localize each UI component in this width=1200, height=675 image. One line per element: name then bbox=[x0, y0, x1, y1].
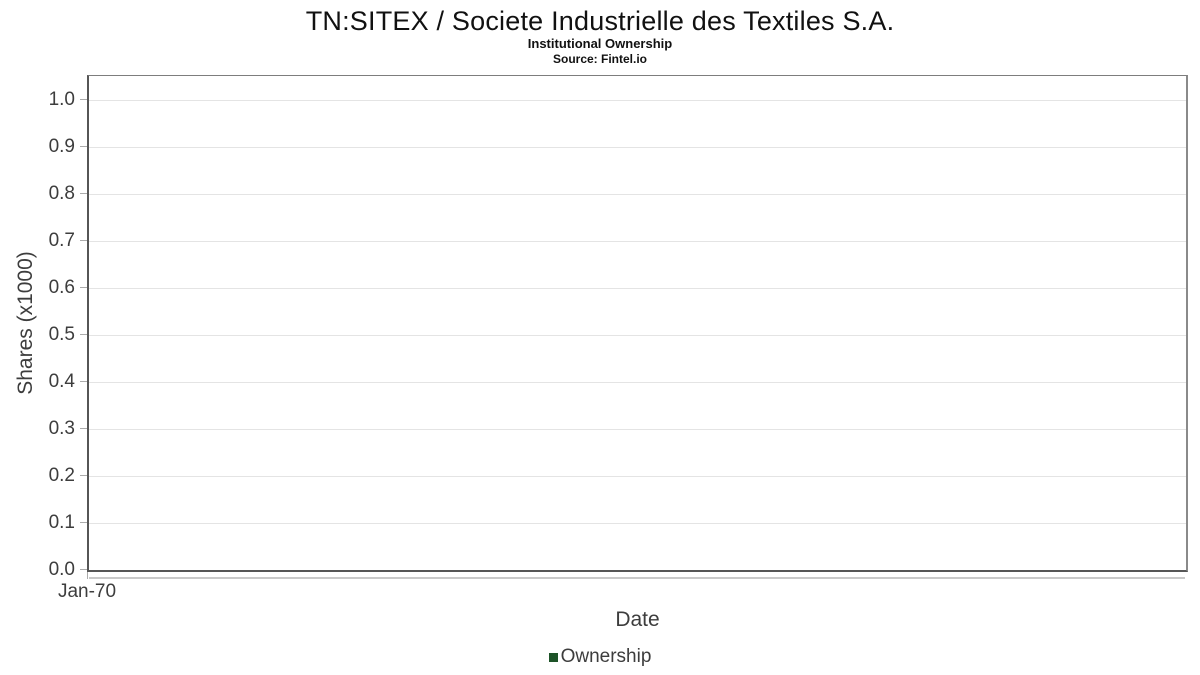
y-tick-mark bbox=[80, 287, 87, 288]
y-tick-mark bbox=[80, 146, 87, 147]
chart-source: Source: Fintel.io bbox=[552, 52, 647, 66]
legend: Ownership bbox=[0, 646, 1200, 668]
x-tick-label: Jan-70 bbox=[57, 581, 117, 602]
y-tick-mark bbox=[80, 334, 87, 335]
x-axis-title: Date bbox=[615, 608, 660, 631]
legend-swatch-icon bbox=[548, 652, 558, 662]
y-tick-label: 0.4 bbox=[48, 371, 75, 392]
y-tick-label: 1.0 bbox=[48, 89, 75, 110]
y-tick-mark bbox=[80, 240, 87, 241]
y-tick-label: 0.2 bbox=[48, 465, 75, 486]
y-tick-label: 0.5 bbox=[48, 324, 75, 345]
chart-subtitle: Institutional Ownership bbox=[527, 36, 673, 51]
x-tick-mark bbox=[87, 572, 88, 579]
gridline bbox=[89, 194, 1186, 195]
y-tick-mark bbox=[80, 569, 87, 570]
plot-area bbox=[87, 75, 1188, 572]
y-tick-label: 0.0 bbox=[48, 559, 75, 580]
legend-label: Ownership bbox=[560, 646, 652, 667]
gridline bbox=[89, 335, 1186, 336]
y-tick-label: 0.6 bbox=[48, 277, 75, 298]
y-tick-mark bbox=[80, 193, 87, 194]
y-tick-label: 0.1 bbox=[48, 512, 75, 533]
y-tick-label: 0.3 bbox=[48, 418, 75, 439]
y-tick-mark bbox=[80, 475, 87, 476]
gridline bbox=[89, 100, 1186, 101]
y-tick-label: 0.9 bbox=[48, 136, 75, 157]
gridline bbox=[89, 429, 1186, 430]
gridline bbox=[89, 241, 1186, 242]
y-tick-mark bbox=[80, 522, 87, 523]
gridline bbox=[89, 288, 1186, 289]
y-tick-label: 0.8 bbox=[48, 183, 75, 204]
gridline bbox=[89, 382, 1186, 383]
y-tick-mark bbox=[80, 99, 87, 100]
y-tick-mark bbox=[80, 381, 87, 382]
x-axis-line bbox=[89, 577, 1185, 579]
y-tick-label: 0.7 bbox=[48, 230, 75, 251]
gridline bbox=[89, 523, 1186, 524]
y-tick-mark bbox=[80, 428, 87, 429]
chart-title: TN:SITEX / Societe Industrielle des Text… bbox=[305, 6, 895, 36]
gridline bbox=[89, 147, 1186, 148]
y-axis-title: Shares (x1000) bbox=[14, 251, 37, 395]
gridline bbox=[89, 476, 1186, 477]
